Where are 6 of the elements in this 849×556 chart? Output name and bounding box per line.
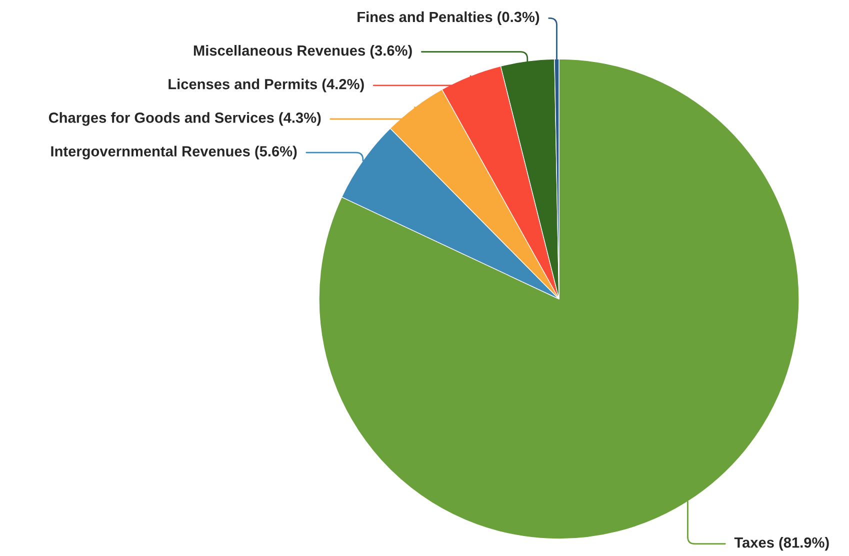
slice-label: Fines and Penalties (0.3%) (358, 11, 540, 25)
slice-label: Charges for Goods and Services (4.3%) (48, 112, 321, 126)
slice-label: Intergovernmental Revenues (5.6%) (51, 146, 297, 160)
slice-label: Taxes (81.9%) (734, 537, 829, 551)
slice-label: Licenses and Permits (4.2%) (168, 78, 364, 92)
slice-label: Miscellaneous Revenues (3.6%) (194, 45, 412, 59)
